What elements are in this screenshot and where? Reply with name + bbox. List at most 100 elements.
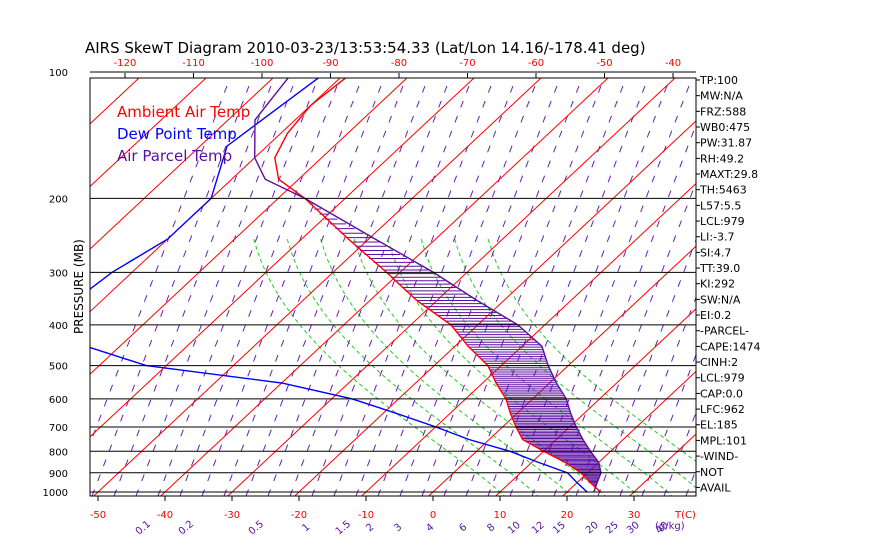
legend-item: Dew Point Temp	[117, 125, 237, 143]
top-temp-tick-label: -120	[114, 58, 137, 69]
mixing-ratio-line	[443, 78, 605, 496]
mixing-ratio-line	[487, 78, 649, 496]
parameter-value: -WIND-	[700, 450, 738, 463]
parameter-value: PW:31.87	[700, 137, 752, 150]
pressure-tick-label: 600	[49, 395, 68, 406]
isotherm-line	[90, 78, 274, 250]
bottom-temp-tick-label: 30	[628, 510, 641, 521]
parameter-value: SI:4.7	[700, 246, 731, 259]
isotherm-line	[90, 78, 341, 313]
mixing-ratio-line	[355, 78, 517, 496]
mixing-ratio-line	[531, 78, 693, 496]
parameter-value: L57:5.5	[700, 199, 741, 212]
isotherm-line	[90, 78, 475, 438]
isotherm-line	[0, 78, 5, 496]
dry-adiabat-line	[867, 72, 870, 500]
mixing-ratio-tick-label: 12	[530, 520, 547, 537]
top-temp-tick-label: -40	[665, 58, 681, 69]
legend: Ambient Air Temp Dew Point Temp Air Parcel…	[117, 103, 250, 165]
mixing-ratio-line	[465, 78, 627, 496]
parameter-value: TH:5463	[699, 184, 747, 197]
mixing-ratio-line	[90, 78, 231, 446]
pressure-tick-label: 700	[49, 423, 68, 434]
parameter-value: MPL:101	[700, 434, 747, 447]
mixing-ratio-line	[399, 78, 561, 496]
mixing-ratio-tick-label: 3	[392, 522, 404, 535]
top-temp-tick-label: -70	[459, 58, 475, 69]
isotherm-line	[428, 245, 696, 496]
top-temp-tick-label: -60	[528, 58, 544, 69]
parameter-value: TP:100	[699, 74, 738, 87]
profile-dew-point-temp	[90, 78, 588, 493]
parameter-value: KI:292	[700, 278, 735, 291]
mixing-ratio-tick-label: 8	[485, 522, 497, 535]
bottom-temp-tick-label: -10	[358, 510, 374, 521]
pressure-tick-label: 300	[49, 268, 68, 279]
mixing-ratio-tick-label: 0.5	[247, 519, 266, 538]
mixing-ratio-tick-label: 20	[584, 520, 601, 537]
mixing-ratio-line	[553, 123, 696, 496]
parameter-value: EI:0.2	[700, 309, 731, 322]
chart-title: AIRS SkewT Diagram 2010-03-23/13:53:54.3…	[85, 39, 646, 57]
y-axis-label: PRESSURE (MB)	[72, 239, 86, 334]
pressure-tick-label: 500	[49, 362, 68, 373]
pressure-tick-label: 400	[49, 321, 68, 332]
parameter-value: TT:39.0	[699, 262, 740, 275]
mixing-ratio-line	[113, 78, 275, 496]
parameter-value: CINH:2	[700, 356, 738, 369]
parameter-value: FRZ:588	[700, 105, 746, 118]
isotherm-line	[160, 78, 609, 496]
parameter-value: LCL:979	[700, 372, 745, 385]
mixing-ratio-tick-label: 30	[625, 520, 642, 537]
parameter-value: LCL:979	[700, 215, 745, 228]
mixing-ratio-line	[421, 78, 583, 496]
mixing-ratio-line	[245, 78, 407, 496]
top-temp-tick-label: -100	[251, 58, 274, 69]
bottom-temp-tick-label: -20	[291, 510, 307, 521]
temperature-unit-label: T(C)	[674, 510, 696, 521]
top-temp-tick-label: -50	[596, 58, 612, 69]
mixing-ratio-unit-label: (g/kg)	[655, 521, 685, 532]
parameter-value: LI:-3.7	[700, 231, 735, 244]
mixing-ratio-line	[509, 78, 671, 496]
mixing-ratio-line	[267, 78, 429, 496]
mixing-ratio-line	[377, 78, 539, 496]
mixing-ratio-tick-label: 6	[457, 522, 469, 535]
isotherm-line	[294, 120, 696, 496]
mixing-ratio-line	[289, 78, 451, 496]
parameter-value: MW:N/A	[700, 90, 743, 103]
mixing-ratio-line	[135, 78, 297, 496]
legend-item: Ambient Air Temp	[117, 103, 250, 121]
legend-item: Air Parcel Temp	[117, 147, 232, 165]
bottom-temp-tick-label: 10	[494, 510, 507, 521]
mixing-ratio-tick-label: 4	[424, 522, 436, 535]
mixing-ratio-line	[333, 78, 495, 496]
isotherm-line	[93, 78, 542, 496]
dry-adiabat-line	[763, 72, 870, 500]
parameter-value: -PARCEL-	[700, 325, 749, 338]
mixing-ratio-tick-label: 0.1	[134, 519, 153, 538]
mixing-ratio-tick-label: 2	[364, 522, 376, 535]
bottom-temp-tick-label: -50	[90, 510, 106, 521]
plot-frame	[89, 77, 697, 497]
parameter-value: RH:49.2	[700, 152, 744, 165]
mixing-ratio-line	[201, 78, 363, 496]
parameter-value: CAP:0.0	[700, 387, 743, 400]
top-temp-tick-label: -110	[182, 58, 205, 69]
parameter-list: TP:100 MW:N/A FRZ:588 WB0:475 PW:31.87 RH:49.…	[696, 74, 761, 494]
isotherm-line	[361, 182, 696, 496]
bottom-temp-tick-label: -30	[224, 510, 240, 521]
profile-ambient-air-temp	[274, 78, 601, 493]
parameter-value: CAPE:1474	[700, 340, 761, 353]
parameter-value: EL:185	[700, 419, 738, 432]
pressure-tick-label: 100	[49, 68, 68, 79]
mixing-ratio-line	[223, 78, 385, 496]
pressure-tick-label: 800	[49, 447, 68, 458]
isotherm-line	[227, 78, 676, 496]
parameter-value: WB0:475	[700, 121, 750, 134]
pressure-tick-label: 900	[49, 469, 68, 480]
bottom-temp-tick-label: 20	[561, 510, 574, 521]
mixing-ratio-line	[157, 78, 319, 496]
